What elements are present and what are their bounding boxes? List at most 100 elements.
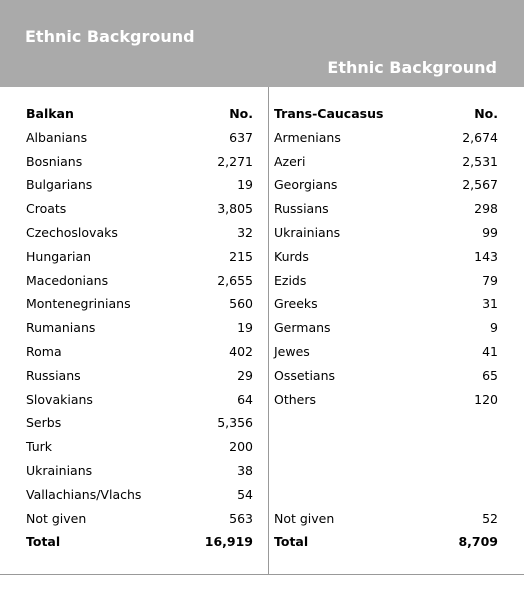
balkan-row-name: Croats [26,201,67,217]
balkan-row: Rumanians 19 [26,316,253,340]
balkan-row: Czechoslovaks 32 [26,221,253,245]
caucasus-row-value: 65 [482,367,498,383]
caucasus-row: Kurds 143 [274,245,498,269]
caucasus-row-value: 9 [490,320,498,336]
balkan-row-value: 215 [229,248,253,264]
balkan-total-row: Total 16,919 [26,530,253,554]
caucasus-row: Others 120 [274,388,498,412]
caucasus-row: Russians 298 [274,197,498,221]
balkan-row-name: Rumanians [26,320,96,336]
caucasus-not-given-label: Not given [274,510,335,526]
caucasus-row-value: 2,531 [462,153,498,169]
caucasus-row-value: 298 [474,201,498,217]
balkan-row-value: 19 [237,177,253,193]
caucasus-row-value: 31 [482,296,498,312]
balkan-row-value: 560 [229,296,253,312]
caucasus-total-row: Total 8,709 [274,530,498,554]
caucasus-row: Ukrainians 99 [274,221,498,245]
caucasus-table: Trans-Caucasus No. Armenians 2,674 Azeri 2,… [274,102,498,554]
caucasus-heading: Trans-Caucasus [274,106,384,121]
caucasus-row: Ossetians 65 [274,364,498,388]
column-divider [268,87,269,574]
caucasus-row: Georgians 2,567 [274,173,498,197]
balkan-row: Turk 200 [26,435,253,459]
balkan-row-value: 637 [229,129,253,145]
bottom-border [0,574,524,575]
balkan-row: Montenegrinians 560 [26,292,253,316]
caucasus-num-heading: No. [474,106,498,121]
balkan-row: Russians 29 [26,364,253,388]
balkan-row: Hungarian 215 [26,245,253,269]
caucasus-row-name: Russians [274,201,329,217]
caucasus-row-name: Greeks [274,296,318,312]
caucasus-total-label: Total [274,534,309,550]
balkan-heading: Balkan [26,106,74,121]
caucasus-rows: Armenians 2,674 Azeri 2,531 Georgians 2,567 Ru… [274,126,498,412]
caucasus-row: Armenians 2,674 [274,126,498,150]
balkan-num-heading: No. [229,106,253,121]
caucasus-row: Azeri 2,531 [274,150,498,174]
balkan-row: Ukrainians 38 [26,459,253,483]
balkan-row-value: 563 [229,510,253,526]
balkan-row-name: Czechoslovaks [26,224,118,240]
balkan-row: Serbs 5,356 [26,411,253,435]
balkan-row-value: 32 [237,224,253,240]
caucasus-row-name: Germans [274,320,331,336]
caucasus-not-given-value: 52 [482,510,498,526]
balkan-row-value: 64 [237,391,253,407]
caucasus-row-name: Ukrainians [274,224,341,240]
balkan-row-name: Macedonians [26,272,109,288]
balkan-row-value: 200 [229,439,253,455]
caucasus-row-name: Armenians [274,129,341,145]
balkan-rows: Albanians 637 Bosnians 2,271 Bulgarians 19 Cro… [26,126,253,531]
caucasus-row-value: 143 [474,248,498,264]
caucasus-row: Germans 9 [274,316,498,340]
caucasus-row-name: Ezids [274,272,307,288]
header-banner: Ethnic Background Ethnic Background [0,0,524,87]
balkan-row-value: 54 [237,486,253,502]
balkan-row-value: 38 [237,462,253,478]
balkan-row: Slovakians 64 [26,388,253,412]
caucasus-row-name: Kurds [274,248,309,264]
caucasus-row-value: 79 [482,272,498,288]
balkan-total-label: Total [26,534,61,550]
balkan-row: Albanians 637 [26,126,253,150]
balkan-row-name: Roma [26,343,62,359]
balkan-table: Balkan No. Albanians 637 Bosnians 2,271 Bulg… [26,102,253,554]
balkan-row-name: Hungarian [26,248,92,264]
caucasus-row-value: 2,567 [462,177,498,193]
balkan-row-name: Serbs [26,415,62,431]
balkan-row-value: 3,805 [217,201,253,217]
balkan-row-value: 402 [229,343,253,359]
balkan-row: Vallachians/Vlachs 54 [26,483,253,507]
balkan-row-name: Russians [26,367,81,383]
caucasus-row-name: Others [274,391,317,407]
balkan-header-row: Balkan No. [26,102,253,126]
caucasus-row-value: 120 [474,391,498,407]
caucasus-row-name: Azeri [274,153,306,169]
caucasus-header-row: Trans-Caucasus No. [274,102,498,126]
balkan-row-name: Ukrainians [26,462,93,478]
balkan-row-value: 19 [237,320,253,336]
balkan-row-name: Slovakians [26,391,93,407]
balkan-row-value: 5,356 [217,415,253,431]
balkan-row-value: 29 [237,367,253,383]
balkan-row-name: Not given [26,510,87,526]
balkan-row-value: 2,655 [217,272,253,288]
balkan-row: Roma 402 [26,340,253,364]
caucasus-spacer [274,411,498,506]
balkan-row-name: Turk [26,439,53,455]
caucasus-row-value: 99 [482,224,498,240]
balkan-row: Bulgarians 19 [26,173,253,197]
caucasus-row: Ezids 79 [274,269,498,293]
balkan-row-name: Vallachians/Vlachs [26,486,142,502]
caucasus-row: Jewes 41 [274,340,498,364]
balkan-row: Bosnians 2,271 [26,150,253,174]
caucasus-row-value: 41 [482,343,498,359]
section-title: Ethnic Background [327,58,497,77]
balkan-total-value: 16,919 [204,534,253,550]
balkan-row-name: Montenegrinians [26,296,131,312]
balkan-row-name: Albanians [26,129,88,145]
balkan-row: Croats 3,805 [26,197,253,221]
caucasus-not-given-row: Not given 52 [274,507,498,531]
